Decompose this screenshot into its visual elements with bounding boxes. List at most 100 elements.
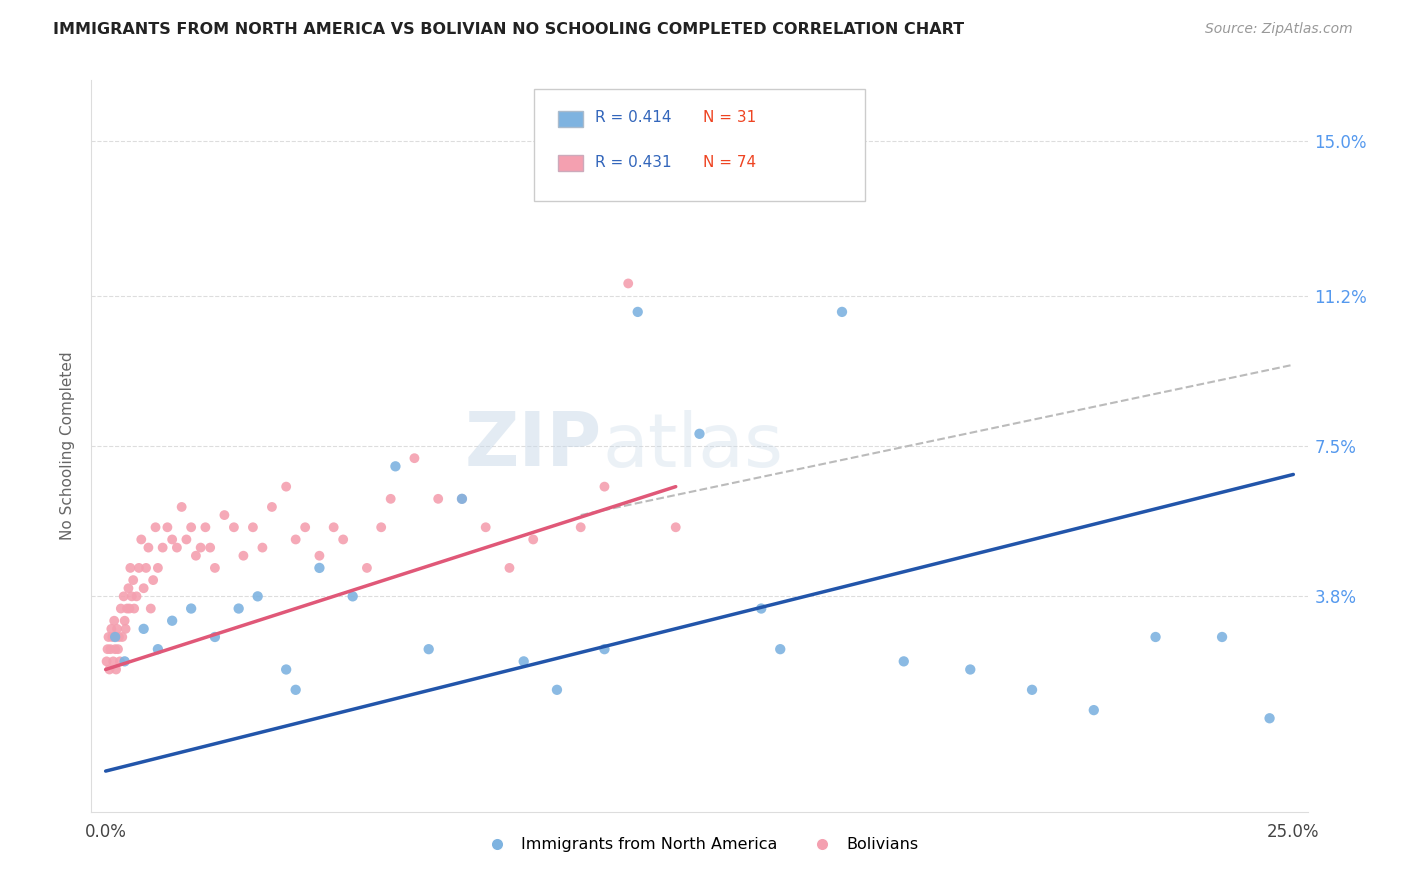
- Point: [252, 541, 274, 555]
- Point: [104, 630, 127, 644]
- Point: [232, 549, 254, 563]
- Point: [114, 654, 136, 668]
- Point: [1144, 630, 1167, 644]
- Point: [593, 480, 616, 494]
- Point: [125, 590, 148, 604]
- Point: [242, 520, 264, 534]
- Point: [139, 601, 162, 615]
- Y-axis label: No Schooling Completed: No Schooling Completed: [60, 351, 76, 541]
- Text: N = 74: N = 74: [703, 155, 756, 169]
- Point: [105, 663, 128, 677]
- Point: [332, 533, 354, 547]
- Point: [105, 622, 128, 636]
- Point: [284, 682, 307, 697]
- Point: [418, 642, 440, 657]
- Point: [569, 520, 592, 534]
- Point: [103, 654, 125, 668]
- Point: [180, 520, 202, 534]
- Point: [128, 561, 150, 575]
- Point: [688, 426, 710, 441]
- Point: [100, 642, 122, 657]
- Point: [546, 682, 568, 697]
- Point: [404, 451, 426, 466]
- Point: [204, 561, 226, 575]
- Point: [115, 601, 138, 615]
- Point: [121, 590, 143, 604]
- Point: [170, 500, 193, 514]
- Point: [118, 601, 141, 615]
- Point: [198, 541, 221, 555]
- Point: [100, 622, 122, 636]
- Point: [146, 642, 169, 657]
- Point: [222, 520, 245, 534]
- Point: [176, 533, 198, 547]
- Point: [122, 573, 145, 587]
- Point: [104, 642, 127, 657]
- Point: [101, 630, 124, 644]
- Point: [152, 541, 174, 555]
- Point: [160, 614, 183, 628]
- Point: [498, 561, 520, 575]
- Legend: Immigrants from North America, Bolivians: Immigrants from North America, Bolivians: [475, 830, 924, 859]
- Point: [276, 663, 298, 677]
- Point: [228, 601, 250, 615]
- Point: [749, 601, 772, 615]
- Text: ZIP: ZIP: [465, 409, 602, 483]
- Point: [959, 663, 981, 677]
- Point: [831, 305, 853, 319]
- Point: [356, 561, 378, 575]
- Point: [1211, 630, 1233, 644]
- Point: [166, 541, 188, 555]
- Point: [180, 601, 202, 615]
- Point: [276, 480, 298, 494]
- Point: [308, 549, 330, 563]
- Point: [617, 277, 640, 291]
- Point: [427, 491, 450, 506]
- Point: [342, 590, 364, 604]
- Point: [769, 642, 792, 657]
- Point: [322, 520, 344, 534]
- Point: [117, 581, 139, 595]
- Point: [146, 561, 169, 575]
- Point: [522, 533, 544, 547]
- Point: [122, 601, 145, 615]
- Point: [190, 541, 212, 555]
- Point: [107, 642, 129, 657]
- Point: [160, 533, 183, 547]
- Point: [1258, 711, 1281, 725]
- Text: Source: ZipAtlas.com: Source: ZipAtlas.com: [1205, 22, 1353, 37]
- Point: [120, 561, 142, 575]
- Point: [156, 520, 179, 534]
- Point: [111, 630, 134, 644]
- Point: [451, 491, 474, 506]
- Point: [98, 663, 121, 677]
- Point: [110, 601, 132, 615]
- Point: [129, 533, 152, 547]
- Point: [114, 614, 136, 628]
- Point: [132, 581, 155, 595]
- Point: [246, 590, 269, 604]
- Point: [204, 630, 226, 644]
- Point: [512, 654, 534, 668]
- Point: [138, 541, 160, 555]
- Point: [384, 459, 406, 474]
- Point: [1083, 703, 1105, 717]
- Point: [96, 642, 118, 657]
- Point: [132, 622, 155, 636]
- Text: R = 0.431: R = 0.431: [595, 155, 671, 169]
- Point: [627, 305, 650, 319]
- Text: IMMIGRANTS FROM NORTH AMERICA VS BOLIVIAN NO SCHOOLING COMPLETED CORRELATION CHA: IMMIGRANTS FROM NORTH AMERICA VS BOLIVIA…: [53, 22, 965, 37]
- Point: [194, 520, 217, 534]
- Point: [260, 500, 283, 514]
- Point: [214, 508, 236, 522]
- Text: R = 0.414: R = 0.414: [595, 111, 671, 125]
- Point: [665, 520, 688, 534]
- Point: [593, 642, 616, 657]
- Text: atlas: atlas: [602, 409, 783, 483]
- Point: [184, 549, 207, 563]
- Point: [294, 520, 316, 534]
- Text: N = 31: N = 31: [703, 111, 756, 125]
- Point: [103, 614, 125, 628]
- Point: [108, 654, 131, 668]
- Point: [1021, 682, 1043, 697]
